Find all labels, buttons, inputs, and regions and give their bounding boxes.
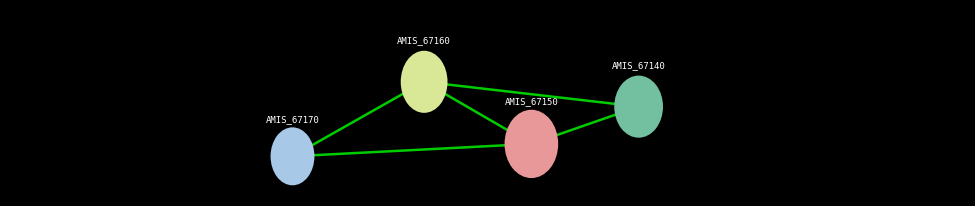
Text: AMIS_67170: AMIS_67170	[265, 115, 320, 124]
Ellipse shape	[401, 52, 448, 113]
Text: AMIS_67140: AMIS_67140	[611, 61, 666, 70]
Ellipse shape	[271, 128, 314, 185]
Ellipse shape	[614, 76, 663, 138]
Text: AMIS_67150: AMIS_67150	[504, 97, 559, 106]
Ellipse shape	[505, 110, 558, 178]
Text: AMIS_67160: AMIS_67160	[397, 36, 451, 45]
